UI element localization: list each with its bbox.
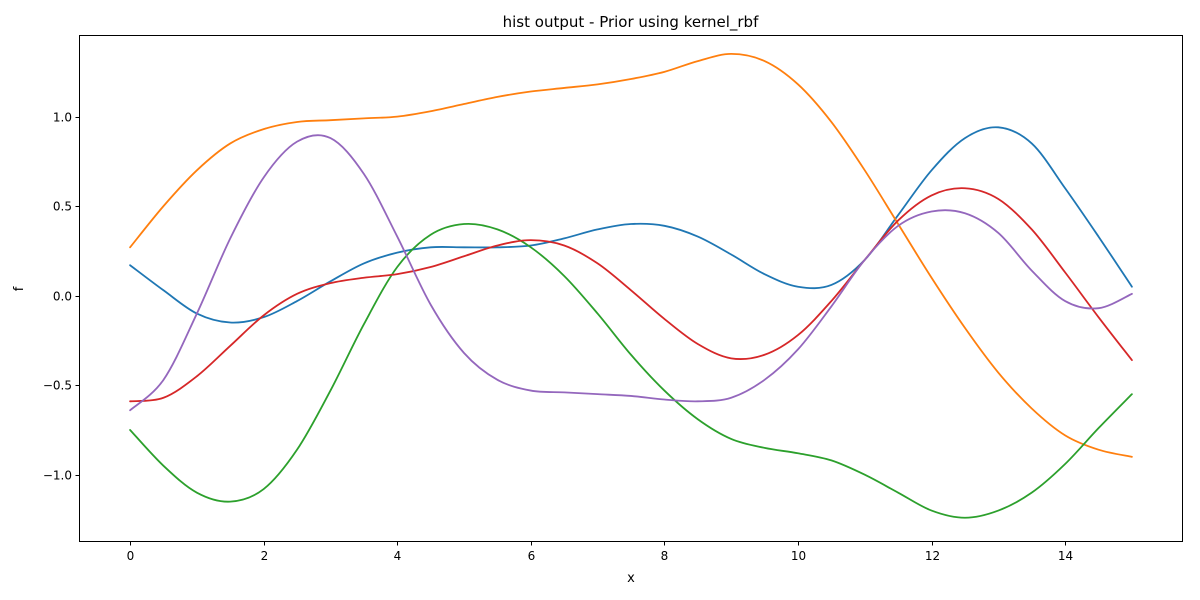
y-tick-label: −1.0: [43, 469, 72, 483]
series-line-5: [129, 134, 1133, 412]
chart-title: hist output - Prior using kernel_rbf: [503, 13, 759, 32]
x-tick-label: 0: [127, 549, 135, 563]
series-line-2: [129, 53, 1133, 458]
x-tick-label: 14: [1058, 549, 1073, 563]
x-tick-label: 8: [661, 549, 669, 563]
series-line-1: [129, 126, 1133, 324]
series-line-3: [129, 222, 1133, 519]
y-tick-label: 1.0: [53, 111, 72, 125]
x-axis: 0 2 4 6 8 10 12 14: [127, 541, 1073, 563]
plot-area: [129, 53, 1133, 519]
y-tick-label: −0.5: [43, 379, 72, 393]
y-axis-label: f: [12, 286, 27, 291]
x-tick-label: 10: [791, 549, 806, 563]
y-tick-label: 0.5: [53, 200, 72, 214]
x-tick-label: 12: [925, 549, 940, 563]
x-tick-label: 2: [261, 549, 269, 563]
y-tick-label: 0.0: [53, 290, 72, 304]
x-axis-label: x: [627, 571, 635, 586]
series-line-4: [129, 187, 1133, 403]
y-axis: 1.0 0.5 0.0 −0.5 −1.0: [43, 111, 80, 483]
x-tick-label: 6: [528, 549, 536, 563]
axes-frame: [79, 35, 1183, 542]
x-tick-label: 4: [394, 549, 402, 563]
